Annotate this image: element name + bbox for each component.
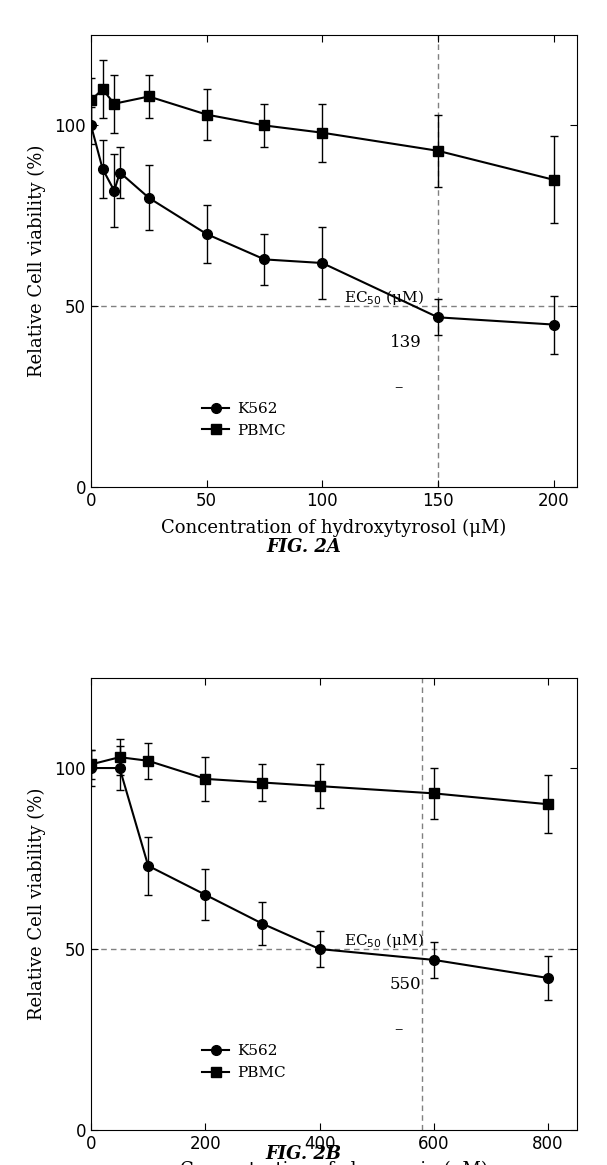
Legend: K562, PBMC: K562, PBMC: [196, 1038, 292, 1086]
Legend: K562, PBMC: K562, PBMC: [196, 396, 292, 444]
Y-axis label: Relative Cell viability (%): Relative Cell viability (%): [28, 144, 46, 377]
Text: FIG. 2B: FIG. 2B: [265, 1145, 342, 1163]
X-axis label: Concentration of hydroxytyrosol (μM): Concentration of hydroxytyrosol (μM): [161, 518, 506, 537]
Text: 550: 550: [390, 976, 421, 994]
Text: 139: 139: [390, 333, 421, 351]
Text: –: –: [395, 379, 403, 396]
Text: EC$_{50}$ (μM): EC$_{50}$ (μM): [344, 931, 424, 949]
X-axis label: Concentration of oleuropein (μM): Concentration of oleuropein (μM): [180, 1162, 488, 1165]
Text: –: –: [395, 1022, 403, 1038]
Text: FIG. 2A: FIG. 2A: [266, 537, 341, 556]
Text: EC$_{50}$ (μM): EC$_{50}$ (μM): [344, 289, 424, 308]
Y-axis label: Relative Cell viability (%): Relative Cell viability (%): [28, 788, 46, 1021]
